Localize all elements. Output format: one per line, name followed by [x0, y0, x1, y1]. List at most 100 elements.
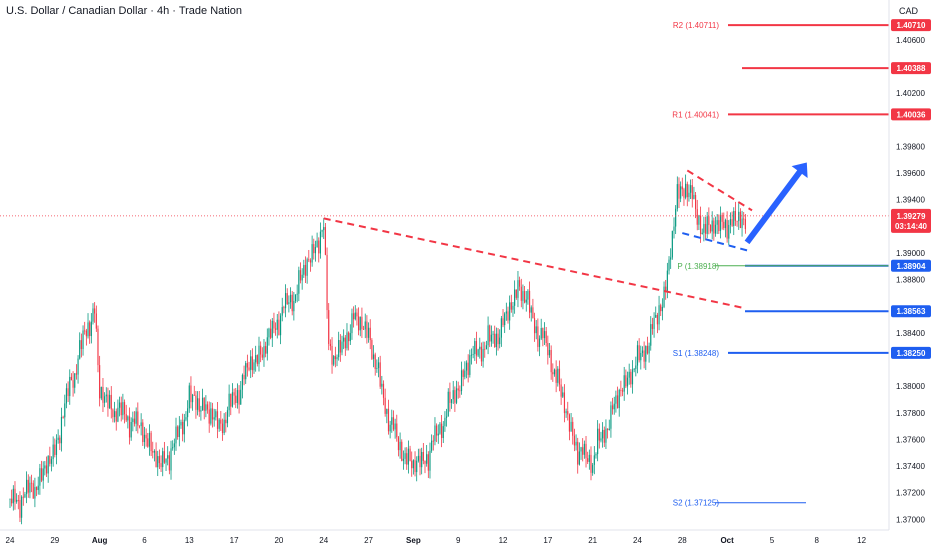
candle-body	[69, 376, 71, 397]
candle-body	[343, 337, 345, 342]
candle-body	[625, 375, 627, 387]
candle-body	[643, 350, 645, 362]
candle-body	[449, 391, 451, 403]
candle-body	[226, 410, 229, 424]
candle-body	[251, 356, 253, 371]
candle-body	[469, 355, 471, 375]
candle-body	[110, 394, 112, 410]
candle-body	[485, 345, 488, 350]
candle-body	[170, 448, 172, 471]
y-tick-label: 1.37400	[896, 462, 925, 471]
x-tick-label: 24	[319, 536, 328, 545]
candle-body	[354, 312, 356, 320]
y-tick-label: 1.39400	[896, 196, 925, 205]
candle-body	[19, 500, 21, 518]
candle-body	[379, 362, 381, 387]
candle-body	[215, 411, 217, 418]
candle-body	[520, 286, 522, 301]
candle-body	[313, 244, 315, 254]
candle-body	[44, 465, 46, 469]
candle-body	[140, 422, 142, 427]
candle-body	[356, 312, 358, 317]
bullish-arrow-icon	[744, 162, 808, 245]
candle-body	[303, 264, 305, 275]
candle-body	[261, 354, 263, 358]
candle-body	[595, 454, 597, 456]
candle-body	[671, 230, 673, 258]
candle-body	[42, 468, 44, 481]
candle-body	[255, 355, 257, 363]
candle-body	[532, 307, 534, 319]
candle-body	[495, 333, 497, 348]
candle-body	[45, 465, 48, 474]
candle-body	[362, 329, 365, 330]
candle-body	[160, 463, 162, 468]
candle-body	[30, 482, 33, 484]
candle-body	[723, 221, 725, 229]
candle-body	[243, 374, 245, 380]
candle-body	[676, 184, 678, 209]
candle-body	[537, 326, 539, 347]
candle-body	[283, 307, 285, 309]
x-tick-label: 27	[364, 536, 373, 545]
candle-body	[338, 340, 340, 358]
candle-body	[615, 395, 617, 404]
candle-body	[494, 333, 496, 348]
candle-body	[608, 428, 610, 430]
candle-body	[221, 423, 224, 434]
candle-body	[163, 451, 165, 463]
candle-body	[683, 189, 685, 198]
candle-body	[696, 209, 698, 225]
candle-body	[168, 455, 170, 471]
candle-body	[344, 337, 346, 349]
candle-body	[588, 454, 590, 462]
candle-body	[107, 394, 109, 409]
candle-body	[427, 454, 429, 471]
candle-body	[542, 328, 544, 339]
candle-body	[288, 302, 290, 305]
candle-body	[467, 362, 469, 375]
x-tick-label: 17	[230, 536, 239, 545]
candle-body	[133, 418, 136, 424]
candle-body	[580, 447, 582, 452]
candle-body	[429, 450, 431, 471]
candle-body	[145, 434, 147, 439]
candle-body	[620, 389, 622, 391]
candle-body	[372, 354, 375, 359]
candle-body	[512, 305, 514, 310]
x-tick-label: 12	[499, 536, 508, 545]
trendline-flag-lower[interactable]	[682, 232, 748, 252]
candle-body	[510, 302, 512, 310]
candle-body	[115, 411, 117, 422]
x-tick-label: 8	[815, 536, 820, 545]
candle-body	[701, 232, 703, 234]
candle-body	[386, 408, 388, 414]
candle-body	[75, 373, 77, 375]
candle-body	[621, 390, 624, 392]
candle-body	[738, 211, 740, 222]
candle-body	[538, 338, 541, 347]
x-tick-label: 13	[185, 536, 194, 545]
candle-body	[59, 437, 61, 444]
candle-body	[504, 313, 506, 326]
candle-body	[387, 408, 390, 432]
candle-body	[216, 411, 219, 429]
trendline-flag-upper[interactable]	[686, 169, 753, 212]
candle-body	[210, 408, 212, 424]
candle-body	[713, 220, 715, 234]
candle-body	[286, 293, 288, 305]
candle-body	[333, 356, 335, 365]
candle-body	[296, 293, 298, 295]
candle-body	[470, 354, 473, 356]
candle-body	[653, 317, 655, 329]
candle-body	[118, 402, 121, 408]
candle-body	[397, 437, 400, 451]
candle-body	[583, 443, 585, 455]
candle-body	[32, 483, 34, 499]
candle-body	[361, 316, 363, 330]
candle-body	[35, 487, 38, 491]
candle-body	[270, 328, 272, 338]
candle-body	[271, 320, 273, 338]
candle-body	[444, 417, 446, 427]
